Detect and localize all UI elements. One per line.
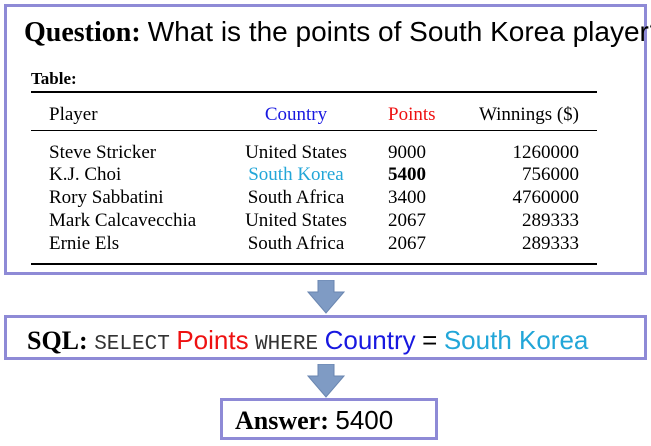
cell-player: Steve Stricker bbox=[49, 142, 157, 163]
sql-where-keyword: WHERE bbox=[255, 333, 319, 356]
table-header-rule bbox=[31, 130, 597, 131]
table-top-rule bbox=[31, 91, 597, 93]
sql-operator: = bbox=[422, 325, 438, 355]
cell-points: 2067 bbox=[388, 233, 426, 254]
header-points: Points bbox=[388, 104, 436, 125]
header-winnings: Winnings ($) bbox=[478, 104, 579, 125]
answer: Answer: 5400 bbox=[235, 404, 393, 437]
table-bottom-rule bbox=[31, 263, 597, 265]
cell-points: 3400 bbox=[388, 187, 426, 208]
header-player: Player bbox=[49, 104, 98, 125]
answer-label: Answer: bbox=[235, 406, 329, 435]
sql-condition-value: South Korea bbox=[443, 325, 589, 355]
down-arrow-icon bbox=[306, 280, 346, 314]
question: Question: What is the points of South Ko… bbox=[24, 16, 651, 49]
answer-panel: Answer: 5400 bbox=[220, 398, 438, 440]
cell-country-highlight: South Korea bbox=[248, 164, 344, 185]
sql-select-keyword: SELECT bbox=[94, 333, 170, 356]
cell-country: South Africa bbox=[247, 233, 345, 254]
cell-winnings: 4760000 bbox=[512, 187, 580, 208]
sql-query: SQL: SELECT Points WHERE Country = South… bbox=[27, 325, 588, 360]
table-label: Table: bbox=[31, 69, 77, 88]
cell-player: Mark Calcavecchia bbox=[49, 210, 197, 231]
sql-select-column: Points bbox=[176, 325, 249, 355]
cell-winnings: 289333 bbox=[522, 210, 579, 231]
question-panel: Question: What is the points of South Ko… bbox=[4, 4, 651, 275]
cell-winnings: 289333 bbox=[522, 233, 579, 254]
header-country: Country bbox=[264, 104, 328, 125]
cell-player: Ernie Els bbox=[49, 233, 120, 254]
cell-country: United States bbox=[245, 142, 347, 163]
sql-label: SQL: bbox=[27, 326, 88, 355]
question-text: What is the points of South Korea player… bbox=[147, 16, 651, 47]
cell-points: 9000 bbox=[388, 142, 426, 163]
cell-points-highlight: 5400 bbox=[388, 164, 426, 185]
cell-country: United States bbox=[245, 210, 347, 231]
answer-value: 5400 bbox=[335, 405, 394, 435]
cell-player: K.J. Choi bbox=[49, 164, 122, 185]
cell-winnings: 1260000 bbox=[512, 142, 580, 163]
cell-country: South Africa bbox=[247, 187, 345, 208]
down-arrow-icon bbox=[306, 364, 346, 398]
cell-winnings: 756000 bbox=[522, 164, 579, 185]
sql-panel: SQL: SELECT Points WHERE Country = South… bbox=[4, 315, 647, 360]
question-label: Question: bbox=[24, 17, 141, 48]
sql-condition-column: Country bbox=[324, 325, 416, 355]
cell-points: 2067 bbox=[388, 210, 426, 231]
cell-player: Rory Sabbatini bbox=[49, 187, 164, 208]
